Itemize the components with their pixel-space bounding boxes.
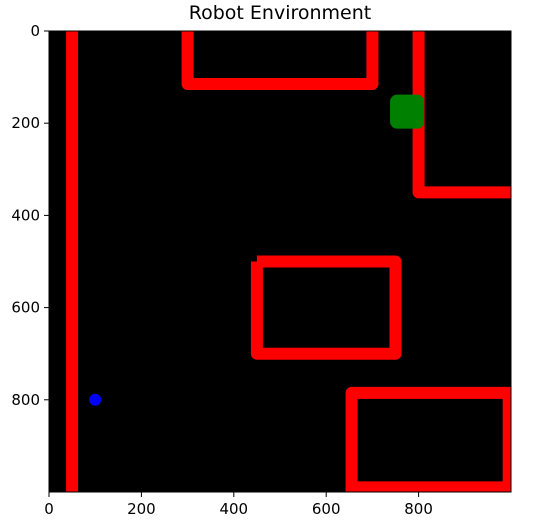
x-tick-label: 200 <box>127 500 156 518</box>
middle-rect-wall <box>250 255 402 360</box>
goal-marker <box>390 94 425 129</box>
markers-layer <box>89 94 425 406</box>
bottom-right-wall <box>345 386 511 492</box>
right-l-wall <box>412 31 511 199</box>
top-u-wall <box>181 31 379 91</box>
y-tick-label: 0 <box>30 22 40 40</box>
bottom-right-inner-wall <box>351 392 511 492</box>
x-tick-label: 800 <box>404 500 433 518</box>
y-axis: 0 200 400 600 800 <box>11 22 49 409</box>
robot-marker <box>89 393 102 406</box>
plot-frame <box>48 30 512 493</box>
y-tick-label: 400 <box>11 206 40 224</box>
x-tick-label: 600 <box>312 500 341 518</box>
y-tick-label: 600 <box>11 299 40 317</box>
x-axis: 0 200 400 600 800 <box>44 492 433 518</box>
y-tick-label: 800 <box>11 391 40 409</box>
x-tick-label: 0 <box>44 500 54 518</box>
x-tick-label: 400 <box>219 500 248 518</box>
walls-layer <box>66 31 511 492</box>
chart-title: Robot Environment <box>189 2 371 24</box>
y-tick-label: 200 <box>11 114 40 132</box>
